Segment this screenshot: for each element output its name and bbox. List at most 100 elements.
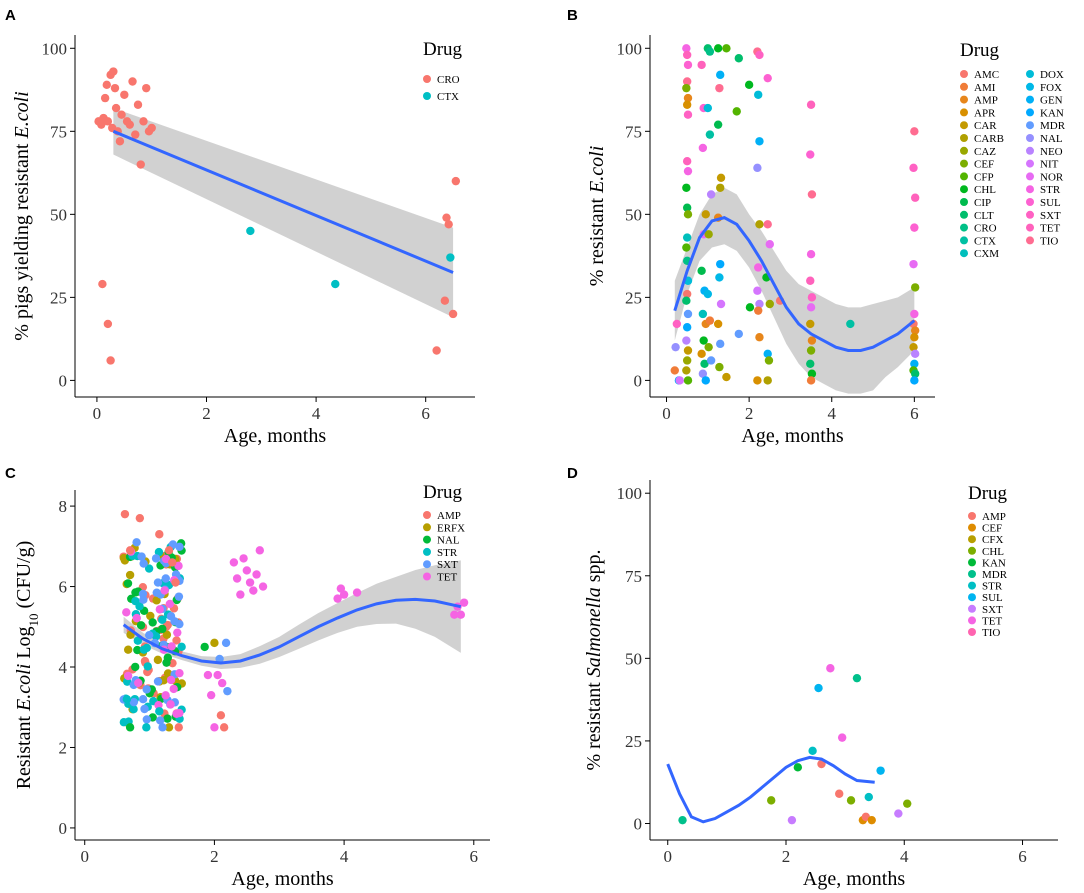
data-point-cxm [698,309,708,319]
data-point-tet [213,670,222,680]
legend-key-mdr [968,570,976,578]
data-point-kan [793,763,803,772]
data-point-tet [161,554,171,564]
legend-label: TIO [982,627,1000,639]
data-point-nal [136,621,146,630]
legend-label: NAL [1040,133,1063,145]
data-point-sxt [144,630,154,640]
y-tick-label: 0 [59,819,68,838]
data-point-amp [683,93,693,103]
data-point-str [142,723,151,732]
legend-key-nit [1026,159,1034,168]
data-point-mdr [678,815,687,825]
data-point-neo [755,299,764,309]
x-tick-label: 0 [80,847,89,866]
data-point-erfx [163,669,173,678]
legend-label: AMI [974,82,996,94]
data-point-tet [242,566,252,575]
data-point-carb [755,220,764,229]
legend-title: Drug [960,40,1000,61]
data-point-tet [682,50,692,60]
data-point-nor [765,240,774,249]
data-point-amp [125,546,135,555]
data-point-sxt [174,592,184,601]
data-point-tet [255,546,265,555]
data-point-sxt [787,815,797,825]
data-point-sxt [672,319,682,329]
data-point-str [135,602,144,611]
legend-label: FOX [1040,82,1062,94]
y-tick-label: 100 [42,39,68,58]
data-point-sxt [129,697,139,707]
data-point-cro [133,100,143,109]
legend-label: NEO [1040,146,1063,158]
data-point-cro [117,110,126,119]
legend-title: Drug [423,482,463,503]
data-point-ami [670,366,679,375]
data-point-erfx [164,723,174,732]
data-point-car [716,173,726,183]
data-point-clt [700,359,709,368]
data-point-cro [136,160,145,169]
data-point-tet [210,723,219,732]
legend-key-amc [960,70,968,78]
data-point-tet [217,678,227,688]
y-tick-label: 100 [617,484,643,503]
confidence-band [113,108,454,318]
data-point-sxt [140,704,149,714]
legend-key-tet [423,572,431,581]
panel-letter: C [5,465,16,482]
data-point-carb [716,183,725,192]
data-point-str [177,642,186,652]
data-point-amp [135,513,145,523]
data-point-amc [682,289,692,299]
legend-key-chl [960,185,968,194]
y-axis-title-part: Log [13,627,35,664]
data-point-tet [122,608,131,617]
data-point-cef [867,815,876,825]
legend-key-caz [960,146,968,155]
data-point-sxt [755,50,764,60]
data-point-clt [734,54,744,63]
data-point-erfx [123,645,133,654]
data-point-sxt [175,542,184,552]
y-tick-label: 75 [50,122,67,141]
data-point-tio [682,77,692,86]
legend-label: CFX [982,534,1003,546]
data-point-amp [910,326,920,335]
data-point-gen [755,137,764,146]
trend-line [673,216,916,353]
legend-key-mdr [1026,121,1034,130]
y-axis-title-part: 10 [26,614,41,627]
data-point-cro [444,220,453,229]
data-point-erfx [152,596,161,605]
panel-letter: A [5,7,16,24]
x-axis-title: Age, months [803,868,905,890]
data-point-dox [703,103,713,113]
data-point-car [909,342,918,352]
data-point-mdr [706,356,716,365]
x-tick-label: 2 [202,404,211,423]
data-point-nal [131,588,140,597]
legend-label: AMP [437,510,461,522]
x-axis-title: Age, months [224,425,326,447]
data-point-fox [703,289,713,299]
data-point-tet [160,586,169,595]
data-point-chl [903,799,912,808]
data-point-amp [216,711,226,720]
data-point-cip [697,266,706,275]
data-point-neo [706,190,716,199]
y-tick-label: 0 [634,814,643,833]
data-point-apr [713,319,723,329]
legend-key-sxt [968,604,976,613]
data-point-amp [807,336,817,345]
data-point-kan [701,376,710,385]
data-point-str [683,166,693,176]
data-point-tet [697,60,706,70]
data-point-nal [133,645,142,655]
data-point-sxt [168,540,178,549]
data-point-tet [806,276,815,285]
y-axis-title: Resistant E.coli Log10 (CFU/g) [13,541,41,790]
data-point-cef [682,83,691,93]
data-point-cro [115,137,125,146]
